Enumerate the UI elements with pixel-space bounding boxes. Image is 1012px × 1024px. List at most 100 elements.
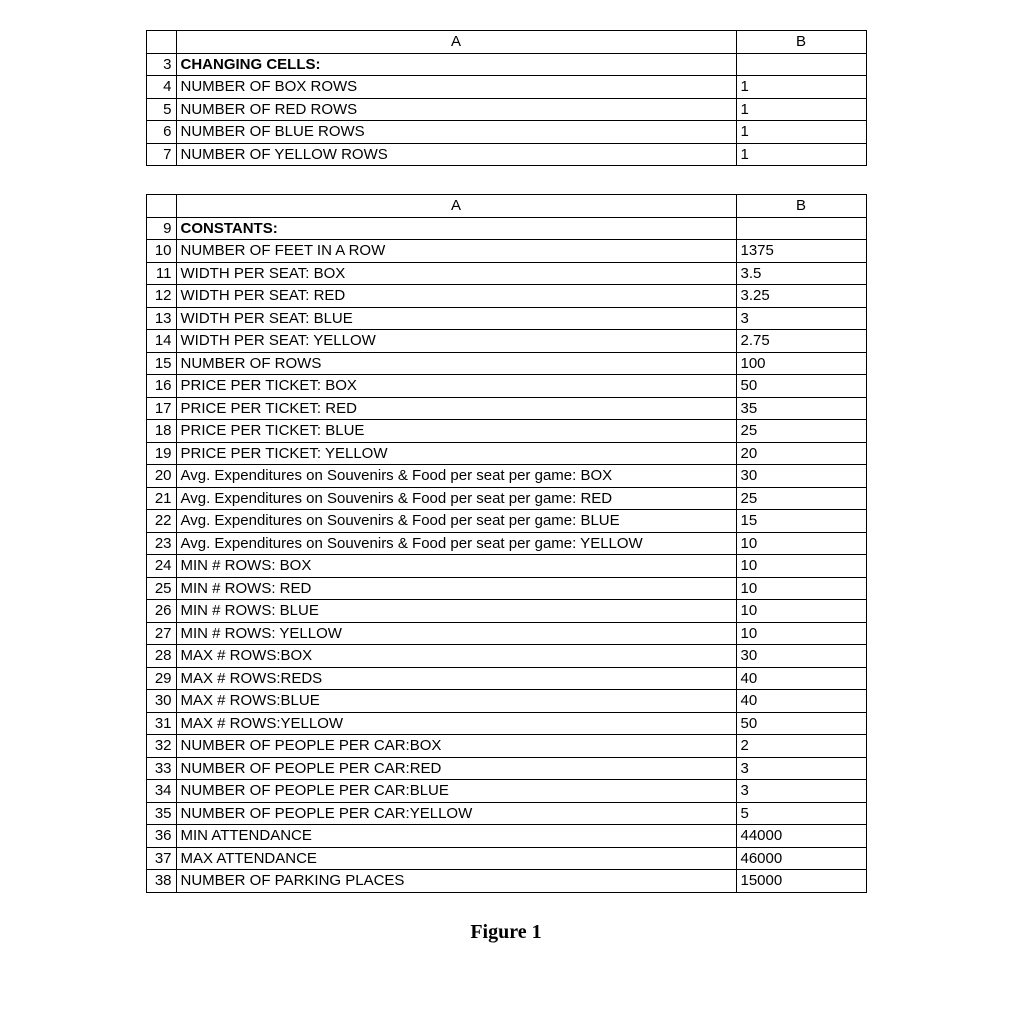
cell-a: PRICE PER TICKET: BLUE [176,420,736,443]
table-row: 15NUMBER OF ROWS100 [146,352,866,375]
table-row: 5NUMBER OF RED ROWS1 [146,98,866,121]
col-header-b: B [736,31,866,54]
cell-b: 10 [736,532,866,555]
row-number: 12 [146,285,176,308]
cell-b: 1 [736,98,866,121]
table-row: 3CHANGING CELLS: [146,53,866,76]
table-row: 33NUMBER OF PEOPLE PER CAR:RED3 [146,757,866,780]
cell-b [736,217,866,240]
cell-a: PRICE PER TICKET: YELLOW [176,442,736,465]
row-number: 3 [146,53,176,76]
cell-a: NUMBER OF PEOPLE PER CAR:BLUE [176,780,736,803]
cell-a: NUMBER OF ROWS [176,352,736,375]
table-row: 20Avg. Expenditures on Souvenirs & Food … [146,465,866,488]
row-number: 13 [146,307,176,330]
row-number: 36 [146,825,176,848]
cell-b [736,53,866,76]
table-row: 38NUMBER OF PARKING PLACES15000 [146,870,866,893]
cell-b: 44000 [736,825,866,848]
cell-b: 3.25 [736,285,866,308]
row-number: 38 [146,870,176,893]
row-number: 6 [146,121,176,144]
cell-a: Avg. Expenditures on Souvenirs & Food pe… [176,510,736,533]
cell-a: MAX # ROWS:BLUE [176,690,736,713]
cell-b: 40 [736,690,866,713]
row-number: 5 [146,98,176,121]
cell-b: 20 [736,442,866,465]
cell-a: WIDTH PER SEAT: BLUE [176,307,736,330]
row-number: 34 [146,780,176,803]
table-row: 11WIDTH PER SEAT: BOX3.5 [146,262,866,285]
cell-b: 50 [736,712,866,735]
table-row: 25MIN # ROWS: RED10 [146,577,866,600]
cell-a: MIN # ROWS: BOX [176,555,736,578]
row-number: 17 [146,397,176,420]
cell-b: 10 [736,622,866,645]
header-row: A B [146,195,866,218]
cell-a: NUMBER OF PARKING PLACES [176,870,736,893]
cell-a: MIN # ROWS: YELLOW [176,622,736,645]
cell-a: Avg. Expenditures on Souvenirs & Food pe… [176,532,736,555]
cell-b: 25 [736,487,866,510]
row-number: 25 [146,577,176,600]
cell-a: PRICE PER TICKET: RED [176,397,736,420]
cell-b: 1 [736,121,866,144]
cell-b: 1 [736,76,866,99]
constants-table: A B 9CONSTANTS:10NUMBER OF FEET IN A ROW… [146,194,867,893]
corner-cell [146,31,176,54]
table-row: 27MIN # ROWS: YELLOW10 [146,622,866,645]
table-row: 7NUMBER OF YELLOW ROWS1 [146,143,866,166]
table-row: 19PRICE PER TICKET: YELLOW20 [146,442,866,465]
table-row: 6NUMBER OF BLUE ROWS1 [146,121,866,144]
cell-a: Avg. Expenditures on Souvenirs & Food pe… [176,487,736,510]
col-header-a: A [176,195,736,218]
cell-a: MIN # ROWS: BLUE [176,600,736,623]
row-number: 9 [146,217,176,240]
cell-a: CHANGING CELLS: [176,53,736,76]
cell-a: Avg. Expenditures on Souvenirs & Food pe… [176,465,736,488]
constants-body: 9CONSTANTS:10NUMBER OF FEET IN A ROW1375… [146,217,866,892]
cell-b: 1375 [736,240,866,263]
row-number: 19 [146,442,176,465]
cell-a: MAX # ROWS:YELLOW [176,712,736,735]
table-row: 16PRICE PER TICKET: BOX50 [146,375,866,398]
row-number: 29 [146,667,176,690]
cell-a: WIDTH PER SEAT: BOX [176,262,736,285]
cell-b: 2.75 [736,330,866,353]
row-number: 18 [146,420,176,443]
table-row: 29MAX # ROWS:REDS40 [146,667,866,690]
corner-cell [146,195,176,218]
row-number: 16 [146,375,176,398]
changing-cells-table: A B 3CHANGING CELLS:4NUMBER OF BOX ROWS1… [146,30,867,166]
table-row: 24MIN # ROWS: BOX10 [146,555,866,578]
table-row: 26MIN # ROWS: BLUE10 [146,600,866,623]
cell-a: PRICE PER TICKET: BOX [176,375,736,398]
row-number: 15 [146,352,176,375]
cell-b: 3 [736,307,866,330]
row-number: 22 [146,510,176,533]
row-number: 28 [146,645,176,668]
cell-a: NUMBER OF PEOPLE PER CAR:RED [176,757,736,780]
cell-a: MIN # ROWS: RED [176,577,736,600]
cell-a: NUMBER OF BLUE ROWS [176,121,736,144]
row-number: 10 [146,240,176,263]
cell-b: 35 [736,397,866,420]
table-row: 18PRICE PER TICKET: BLUE25 [146,420,866,443]
row-number: 31 [146,712,176,735]
cell-a: MAX ATTENDANCE [176,847,736,870]
row-number: 37 [146,847,176,870]
cell-b: 3 [736,757,866,780]
table-row: 21Avg. Expenditures on Souvenirs & Food … [146,487,866,510]
cell-b: 40 [736,667,866,690]
table-row: 23Avg. Expenditures on Souvenirs & Food … [146,532,866,555]
table-row: 12WIDTH PER SEAT: RED3.25 [146,285,866,308]
table-row: 17PRICE PER TICKET: RED35 [146,397,866,420]
table-row: 35NUMBER OF PEOPLE PER CAR:YELLOW5 [146,802,866,825]
cell-a: WIDTH PER SEAT: RED [176,285,736,308]
cell-b: 10 [736,577,866,600]
row-number: 27 [146,622,176,645]
cell-b: 5 [736,802,866,825]
cell-a: MAX # ROWS:BOX [176,645,736,668]
cell-a: NUMBER OF FEET IN A ROW [176,240,736,263]
cell-a: NUMBER OF PEOPLE PER CAR:YELLOW [176,802,736,825]
